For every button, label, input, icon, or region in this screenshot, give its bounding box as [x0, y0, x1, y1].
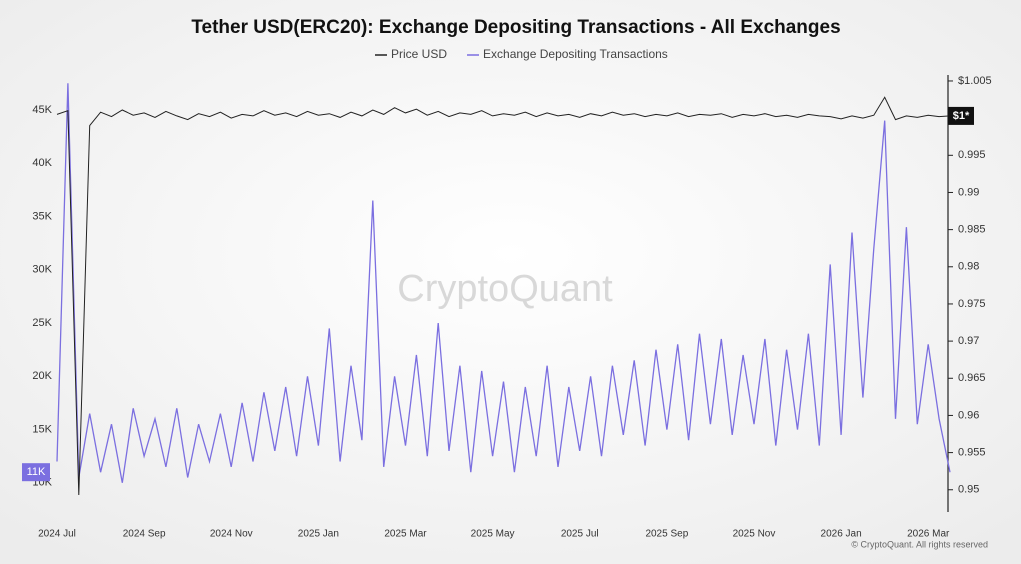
- y-tick-label: 30K: [32, 264, 52, 276]
- y-tick-label: 25K: [32, 317, 52, 329]
- y2-tick-label: 0.95: [958, 484, 979, 496]
- x-tick-label: 2025 Jul: [561, 529, 599, 540]
- last-value-label: $1*: [953, 110, 970, 122]
- last-value-badge: [948, 106, 974, 125]
- legend-label: Exchange Depositing Transactions: [483, 47, 668, 61]
- y2-tick-label: 0.965: [958, 372, 986, 384]
- legend-label: Price USD: [391, 47, 447, 61]
- y2-tick-label: $1.005: [958, 75, 992, 87]
- x-tick-label: 2024 Jul: [38, 529, 76, 540]
- y2-tick-label: 0.98: [958, 261, 979, 273]
- chart-title: Tether USD(ERC20): Exchange Depositing T…: [191, 17, 840, 38]
- x-tick-label: 2025 Nov: [733, 529, 776, 540]
- legend: Price USD Exchange Depositing Transaction…: [375, 47, 668, 61]
- y2-tick-label: 0.995: [958, 149, 986, 161]
- y-tick-label: 45K: [32, 104, 52, 116]
- x-tick-label: 2026 Jan: [821, 529, 862, 540]
- copyright: © CryptoQuant. All rights reserved: [851, 539, 988, 549]
- y-tick-label: 35K: [32, 210, 52, 222]
- series-line: [56, 83, 951, 483]
- x-tick-label: 2026 Mar: [907, 529, 950, 540]
- y-tick-label: 20K: [32, 370, 52, 382]
- x-tick-label: 2025 May: [471, 529, 515, 540]
- y-tick-label: 40K: [32, 157, 52, 169]
- watermark: CryptoQuant: [397, 268, 613, 310]
- x-tick-label: 2025 Sep: [645, 529, 688, 540]
- x-tick-label: 2025 Jan: [298, 529, 339, 540]
- y2-tick-label: 0.955: [958, 447, 986, 459]
- series-line: [56, 96, 951, 496]
- x-tick-label: 2024 Sep: [123, 529, 166, 540]
- y2-tick-label: 0.97: [958, 335, 979, 347]
- y2-tick-label: 0.96: [958, 409, 979, 421]
- y2-tick-label: 0.985: [958, 224, 986, 236]
- y2-tick-label: 0.975: [958, 298, 986, 310]
- y2-tick-label: 0.99: [958, 186, 979, 198]
- last-value-label: 11K: [27, 466, 46, 478]
- y-tick-label: 15K: [32, 423, 52, 435]
- last-value-badge: [22, 463, 50, 482]
- x-tick-label: 2025 Mar: [384, 529, 427, 540]
- x-tick-label: 2024 Nov: [210, 529, 253, 540]
